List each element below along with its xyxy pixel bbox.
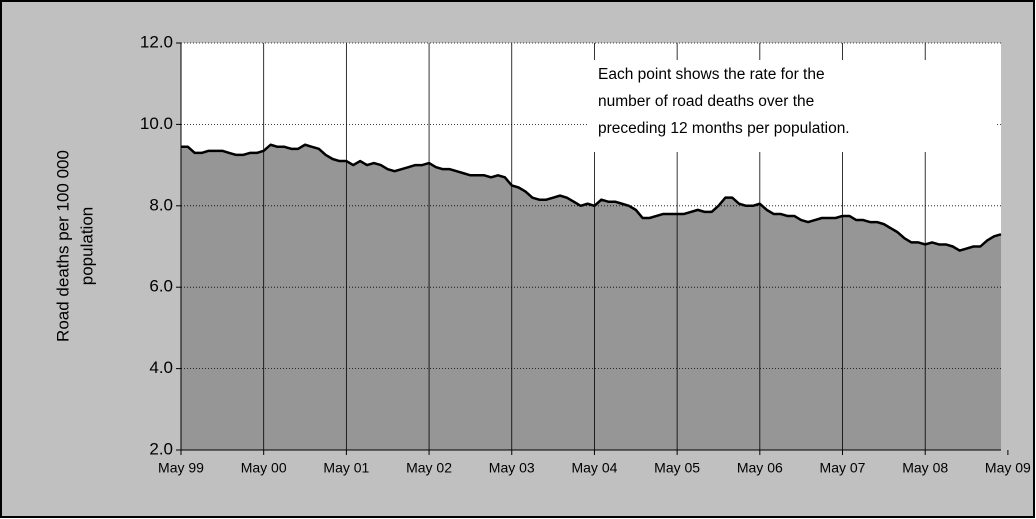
annotation: preceding 12 months per population. <box>598 120 850 137</box>
y-tick-label: 2.0 <box>149 439 173 458</box>
x-tick-label: May 07 <box>820 460 866 476</box>
area <box>181 144 1001 450</box>
y-tick-label: 10.0 <box>140 114 173 133</box>
x-tick-label: May 02 <box>406 460 452 476</box>
x-tick-label: May 00 <box>241 460 287 476</box>
x-tick-label: May 08 <box>902 460 948 476</box>
x-tick-label: May 04 <box>571 460 617 476</box>
x-tick-label: May 06 <box>737 460 783 476</box>
y-axis-label: population <box>77 207 96 285</box>
annotation: Each point shows the rate for the <box>598 66 825 83</box>
annotation-box <box>588 60 996 152</box>
y-axis-label: Road deaths per 100 000 <box>53 150 72 342</box>
x-tick-label: May 99 <box>158 460 204 476</box>
line <box>181 143 1002 252</box>
y-tick-label: 6.0 <box>149 277 173 296</box>
x-tick-label: May 05 <box>654 460 700 476</box>
y-tick-label: 12.0 <box>140 32 173 51</box>
annotation: number of road deaths over the <box>598 93 814 110</box>
y-tick-label: 8.0 <box>149 195 173 214</box>
marks: May 99 May 00 May 01 May 02 May 03 May 04 May … <box>140 32 1031 475</box>
x-tick-label: May 03 <box>489 460 535 476</box>
y-tick-label: 4.0 <box>149 358 173 377</box>
x-tick-label: May 09 <box>985 460 1031 476</box>
x-tick-label: May 01 <box>323 460 369 476</box>
